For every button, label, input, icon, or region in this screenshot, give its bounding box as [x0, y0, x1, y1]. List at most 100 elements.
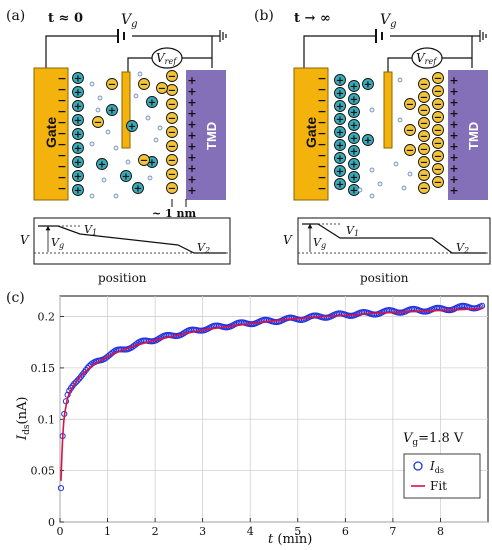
cation-ion: + [334, 87, 346, 100]
panel-a-potential-box [33, 217, 231, 265]
gate-charge: − [57, 83, 66, 96]
ion-body [334, 152, 346, 164]
ion-body [72, 170, 84, 182]
ion-sign: + [350, 108, 358, 119]
tmd-charge: + [449, 74, 458, 87]
ion-body [418, 91, 430, 103]
ion-sign: + [148, 158, 156, 169]
ion-body [72, 86, 84, 98]
anion-ion: − [432, 124, 444, 137]
ion-body [72, 142, 84, 154]
panel-b-potential-curve [302, 223, 486, 254]
ion-body [166, 140, 178, 152]
ion-sign: + [350, 186, 358, 197]
solvent-molecule [401, 185, 407, 191]
ion-sign: − [168, 170, 176, 181]
panel-a-gate-label: Gate [43, 117, 59, 148]
ion-sign: + [336, 76, 344, 87]
tmd-charge: + [187, 74, 196, 87]
x-tick-label: 2 [152, 525, 159, 538]
tmd-charge: + [187, 140, 196, 153]
ion-sign: − [168, 100, 176, 111]
x-tick-label: 8 [437, 525, 444, 538]
cation-ion: + [348, 171, 360, 184]
panel-b-reference-electrode [383, 71, 393, 149]
ion-sign: + [336, 141, 344, 152]
tmd-charge: + [449, 184, 458, 197]
legend-marker-ids [413, 461, 423, 471]
ion-body [334, 87, 346, 99]
gate-charge: − [57, 94, 66, 107]
ion-sign: − [168, 72, 176, 83]
ion-sign: − [140, 156, 148, 167]
ion-sign: − [420, 171, 428, 182]
anion-ion: − [138, 78, 150, 91]
panel-b-v2-label: V2 [456, 241, 469, 255]
ion-sign: + [74, 172, 82, 183]
ion-sign: − [406, 100, 414, 111]
ion-sign: − [420, 93, 428, 104]
ion-body [334, 113, 346, 125]
panel-a-ions: ++++++++++++++++−−−−−−−−−−−−−− [72, 70, 178, 199]
x-axis-ticks: 0 1 2 3 4 5 6 7 8 [57, 518, 444, 538]
ion-sign: + [336, 180, 344, 191]
tmd-charge: + [449, 151, 458, 164]
ion-sign: − [168, 156, 176, 167]
x-tick-label: 7 [389, 525, 396, 538]
solvent-molecule [97, 95, 103, 101]
cation-ion: + [334, 178, 346, 191]
ion-sign: − [140, 80, 148, 91]
ion-body [348, 119, 360, 131]
ion-body [138, 78, 150, 90]
tmd-charge: + [187, 129, 196, 142]
anion-ion: − [432, 111, 444, 124]
ion-sign: − [434, 139, 442, 150]
anion-ion: − [432, 176, 444, 189]
tmd-charge: + [187, 173, 196, 186]
gate-charge: − [317, 182, 326, 195]
panel-a: (a) t ≈ 0 Vg Vref Gate TMD −−−−−−−−−−− +… [6, 8, 231, 285]
anion-ion: − [166, 182, 178, 195]
panel-b-vg-drop: Vg [313, 236, 326, 250]
solvent-molecule [89, 81, 95, 87]
cation-ion: + [72, 72, 84, 85]
anion-ion: − [418, 78, 430, 91]
ion-body [72, 184, 84, 196]
ion-sign: + [350, 121, 358, 132]
anion-ion: − [166, 70, 178, 83]
legend-box [403, 453, 481, 499]
y-axis-label: Ids(nA) [15, 397, 32, 441]
ion-body [418, 104, 430, 116]
gate-charge: − [317, 105, 326, 118]
ion-sign: + [350, 173, 358, 184]
tmd-charge: + [187, 85, 196, 98]
panel-b-ions: ++++++++++++++++++++−−−−−−−−−−−−−−−−−−−−… [334, 72, 444, 199]
gate-charge: − [317, 94, 326, 107]
data-point [74, 377, 81, 384]
solvent-molecule [153, 137, 159, 143]
cation-ion: + [96, 158, 108, 171]
ion-body [362, 78, 374, 90]
ion-sign: + [350, 82, 358, 93]
ion-sign: − [434, 126, 442, 137]
anion-ion: − [418, 91, 430, 104]
ion-sign: − [420, 80, 428, 91]
gate-charge: − [317, 171, 326, 184]
anion-ion: − [432, 137, 444, 150]
ion-sign: + [74, 88, 82, 99]
ion-sign: − [420, 184, 428, 195]
ion-body [348, 80, 360, 92]
panel-a-v1-label: V1 [84, 223, 97, 237]
ion-body [334, 74, 346, 86]
ion-body [432, 163, 444, 175]
gate-charge: − [57, 182, 66, 195]
gate-charge: − [57, 138, 66, 151]
cation-ion: + [348, 80, 360, 93]
x-tick-label: 1 [104, 525, 111, 538]
anion-ion: − [138, 154, 150, 167]
ion-body [432, 111, 444, 123]
ion-body [404, 124, 416, 136]
ion-sign: − [420, 145, 428, 156]
x-tick-label: 3 [199, 525, 206, 538]
anion-ion: − [404, 124, 416, 137]
